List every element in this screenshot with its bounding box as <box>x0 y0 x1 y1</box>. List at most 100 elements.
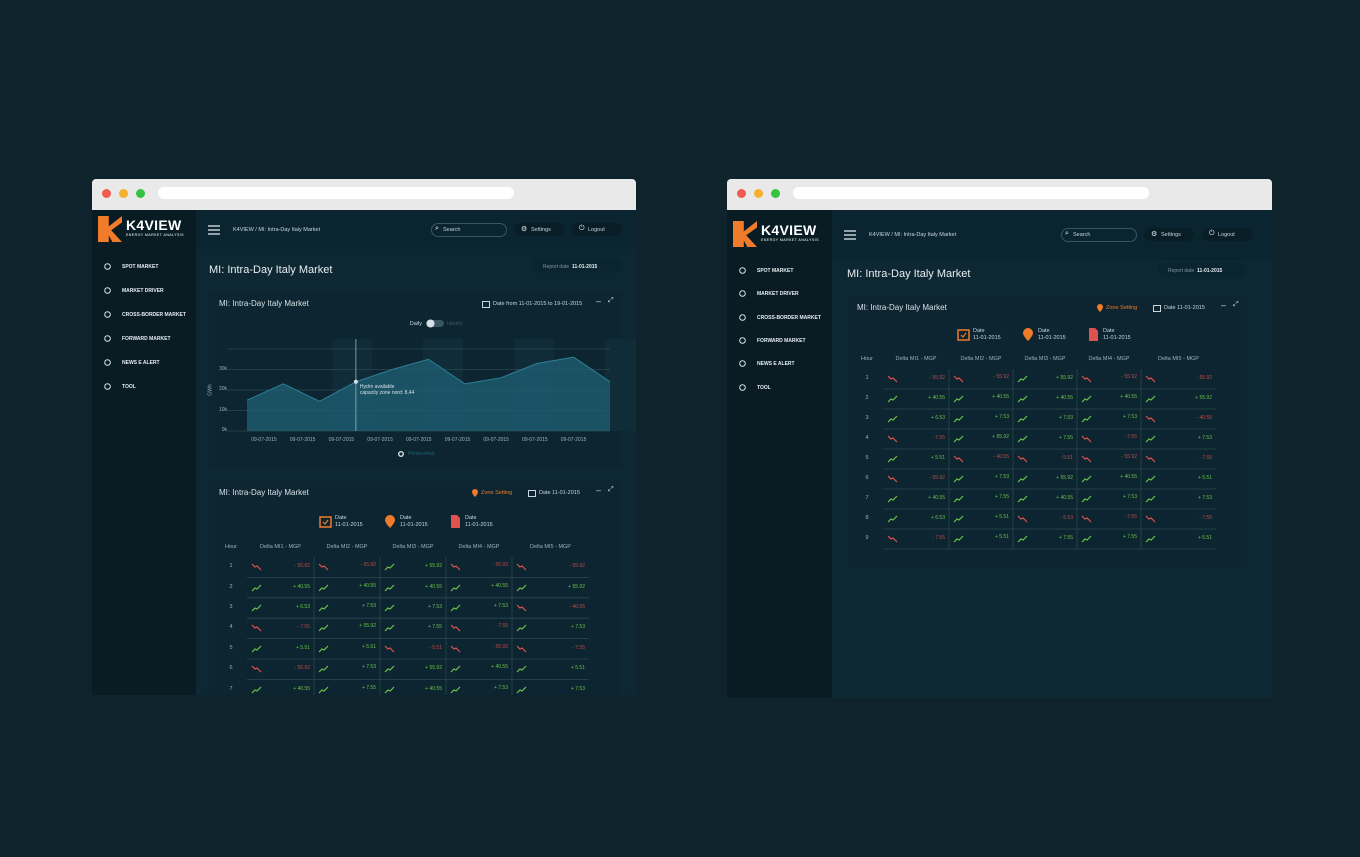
trend-down-icon <box>450 624 461 632</box>
table-grid <box>883 369 1216 550</box>
nav-item[interactable]: TOOL <box>757 384 771 391</box>
nav-item[interactable]: SPOT MARKET <box>757 268 794 274</box>
column-header: Delta MI5 - MGP <box>530 544 571 550</box>
nav-icon-shape <box>104 335 111 342</box>
trend-up-icon <box>1017 375 1028 383</box>
pin <box>1097 304 1103 312</box>
zone-setting[interactable]: Zone Setting <box>481 490 513 496</box>
nav-icon <box>739 360 746 367</box>
calendar-icon <box>528 490 536 497</box>
delta-cell: + 5.51 <box>1197 535 1212 541</box>
x-tick-label: 09-07-2015 <box>328 437 355 443</box>
expand-button[interactable]: ⤢ <box>1233 301 1239 308</box>
delta-cell: + 7.53 <box>493 603 508 609</box>
trend-up-icon <box>1081 495 1092 503</box>
logout-text: Logout <box>588 226 605 233</box>
column-header: Hour <box>225 544 237 550</box>
nav-icon-shape <box>739 290 746 298</box>
trend-line <box>1017 515 1028 523</box>
delta-cell: - 5.51 <box>429 644 442 651</box>
trend-down-icon <box>251 563 262 571</box>
url-bar <box>793 187 1149 199</box>
trend-line <box>953 455 964 463</box>
toggle-right[interactable]: Hourly <box>447 321 463 327</box>
trend-line <box>516 665 527 673</box>
page-title: MI: Intra-Day Italy Market <box>209 264 333 276</box>
expand-button[interactable]: ⤢ <box>608 297 614 304</box>
window-dot <box>102 189 111 198</box>
delta-cell: + 7.53 <box>1122 414 1137 420</box>
trend-line <box>251 563 262 571</box>
settings-button[interactable] <box>514 222 564 236</box>
search-box[interactable] <box>1061 228 1137 242</box>
trend-up-icon <box>516 624 527 632</box>
table-grid <box>247 557 589 695</box>
trend-line <box>516 563 527 571</box>
nav-item[interactable]: MARKET DRIVER <box>122 288 164 294</box>
trend-line <box>318 686 329 694</box>
trend-up-icon <box>1081 535 1092 543</box>
document <box>451 515 460 528</box>
calendar <box>482 301 490 308</box>
nav-item[interactable]: FORWARD MARKET <box>122 336 171 342</box>
zone-setting[interactable]: Zone Setting <box>1106 305 1138 311</box>
nav-icon-shape <box>104 263 111 270</box>
trend-down-icon <box>318 563 329 571</box>
trend-up-icon <box>450 604 461 612</box>
toggle-knob <box>426 319 435 328</box>
trend-up-icon <box>1081 475 1092 483</box>
collapse-button[interactable]: – <box>1221 300 1227 310</box>
trend-line <box>450 624 461 632</box>
calendar <box>957 329 970 341</box>
trend-line <box>318 665 329 673</box>
logout-button[interactable] <box>572 222 622 236</box>
nav-item[interactable]: CROSS-BORDER MARKET <box>122 312 186 318</box>
collapse-button[interactable]: – <box>596 485 602 495</box>
trend-up-icon <box>1017 475 1028 483</box>
trend-line <box>1081 435 1092 443</box>
report-date-label: Report date <box>1168 268 1195 274</box>
settings-text: Settings <box>531 226 551 233</box>
nav-item[interactable]: CROSS-BORDER MARKET <box>757 314 821 321</box>
nav-item[interactable]: FORWARD MARKET <box>757 337 806 344</box>
delta-cell: + 55.92 <box>1056 375 1073 381</box>
trend-up-icon <box>318 665 329 673</box>
settings-button[interactable] <box>1144 228 1194 241</box>
trend-line <box>1081 375 1092 383</box>
trend-up-icon <box>953 415 964 423</box>
trend-line <box>1017 495 1028 503</box>
search-box[interactable] <box>431 222 507 237</box>
trend-line <box>450 604 461 612</box>
trend-line <box>1081 535 1092 543</box>
trend-line <box>1081 475 1092 483</box>
trend-up-icon <box>318 624 329 632</box>
nav-icon <box>739 313 746 321</box>
logo-text: K4VIEW <box>126 217 182 233</box>
delta-cell: + 7.55 <box>1122 534 1137 540</box>
trend-up-icon <box>1145 395 1156 403</box>
trend-up-icon <box>318 686 329 694</box>
toggle-left[interactable]: Daily <box>409 321 422 327</box>
delta-cell: + 55.92 <box>1056 475 1073 481</box>
nav-item[interactable]: MARKET DRIVER <box>757 291 799 298</box>
trend-line <box>1081 515 1092 523</box>
column-header: Delta MI2 - MGP <box>326 544 368 550</box>
report-date-label: Report date <box>543 264 570 270</box>
nav-icon-shape <box>739 360 746 367</box>
delta-cell: + 7.55 <box>1058 535 1073 541</box>
nav-item[interactable]: NEWS E ALERT <box>122 360 160 366</box>
nav-item[interactable]: NEWS E ALERT <box>757 361 795 368</box>
expand-button[interactable]: ⤢ <box>608 486 614 493</box>
nav-item[interactable]: TOOL <box>122 384 136 390</box>
summary-value: 11-01-2015 <box>973 335 1001 341</box>
x-tick-label: 09-07-2015 <box>522 437 548 443</box>
collapse-button[interactable]: – <box>596 296 602 306</box>
trend-line <box>953 415 964 423</box>
trend-line <box>450 645 461 653</box>
panel-date: Date 11-01-2015 <box>539 490 580 496</box>
trend-line <box>887 375 898 383</box>
summary-label: Date <box>465 515 477 521</box>
nav-item[interactable]: SPOT MARKET <box>122 264 159 270</box>
trend-line <box>251 624 262 632</box>
logout-button[interactable] <box>1202 228 1252 241</box>
